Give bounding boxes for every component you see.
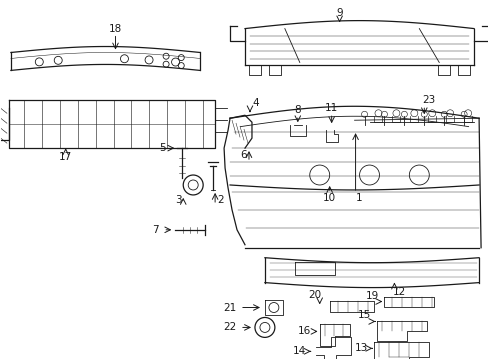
Text: 11: 11 bbox=[325, 103, 338, 113]
Text: 4: 4 bbox=[252, 98, 259, 108]
Text: 2: 2 bbox=[216, 195, 223, 205]
Text: 18: 18 bbox=[109, 24, 122, 33]
Text: 7: 7 bbox=[152, 225, 158, 235]
Text: 3: 3 bbox=[175, 195, 181, 205]
Text: 13: 13 bbox=[354, 343, 367, 354]
Text: 21: 21 bbox=[223, 302, 236, 312]
Text: 12: 12 bbox=[392, 287, 405, 297]
Text: 10: 10 bbox=[323, 193, 336, 203]
Text: 16: 16 bbox=[298, 327, 311, 336]
Text: 22: 22 bbox=[223, 323, 236, 332]
Text: 20: 20 bbox=[307, 289, 321, 300]
Text: 9: 9 bbox=[336, 8, 342, 18]
Text: 6: 6 bbox=[240, 150, 247, 160]
Text: 8: 8 bbox=[294, 105, 301, 115]
Text: 17: 17 bbox=[59, 152, 72, 162]
Text: 5: 5 bbox=[159, 143, 165, 153]
Text: 23: 23 bbox=[422, 95, 435, 105]
Text: 1: 1 bbox=[356, 193, 362, 203]
Text: 19: 19 bbox=[365, 291, 378, 301]
Text: 15: 15 bbox=[357, 310, 370, 320]
Text: 14: 14 bbox=[293, 346, 306, 356]
